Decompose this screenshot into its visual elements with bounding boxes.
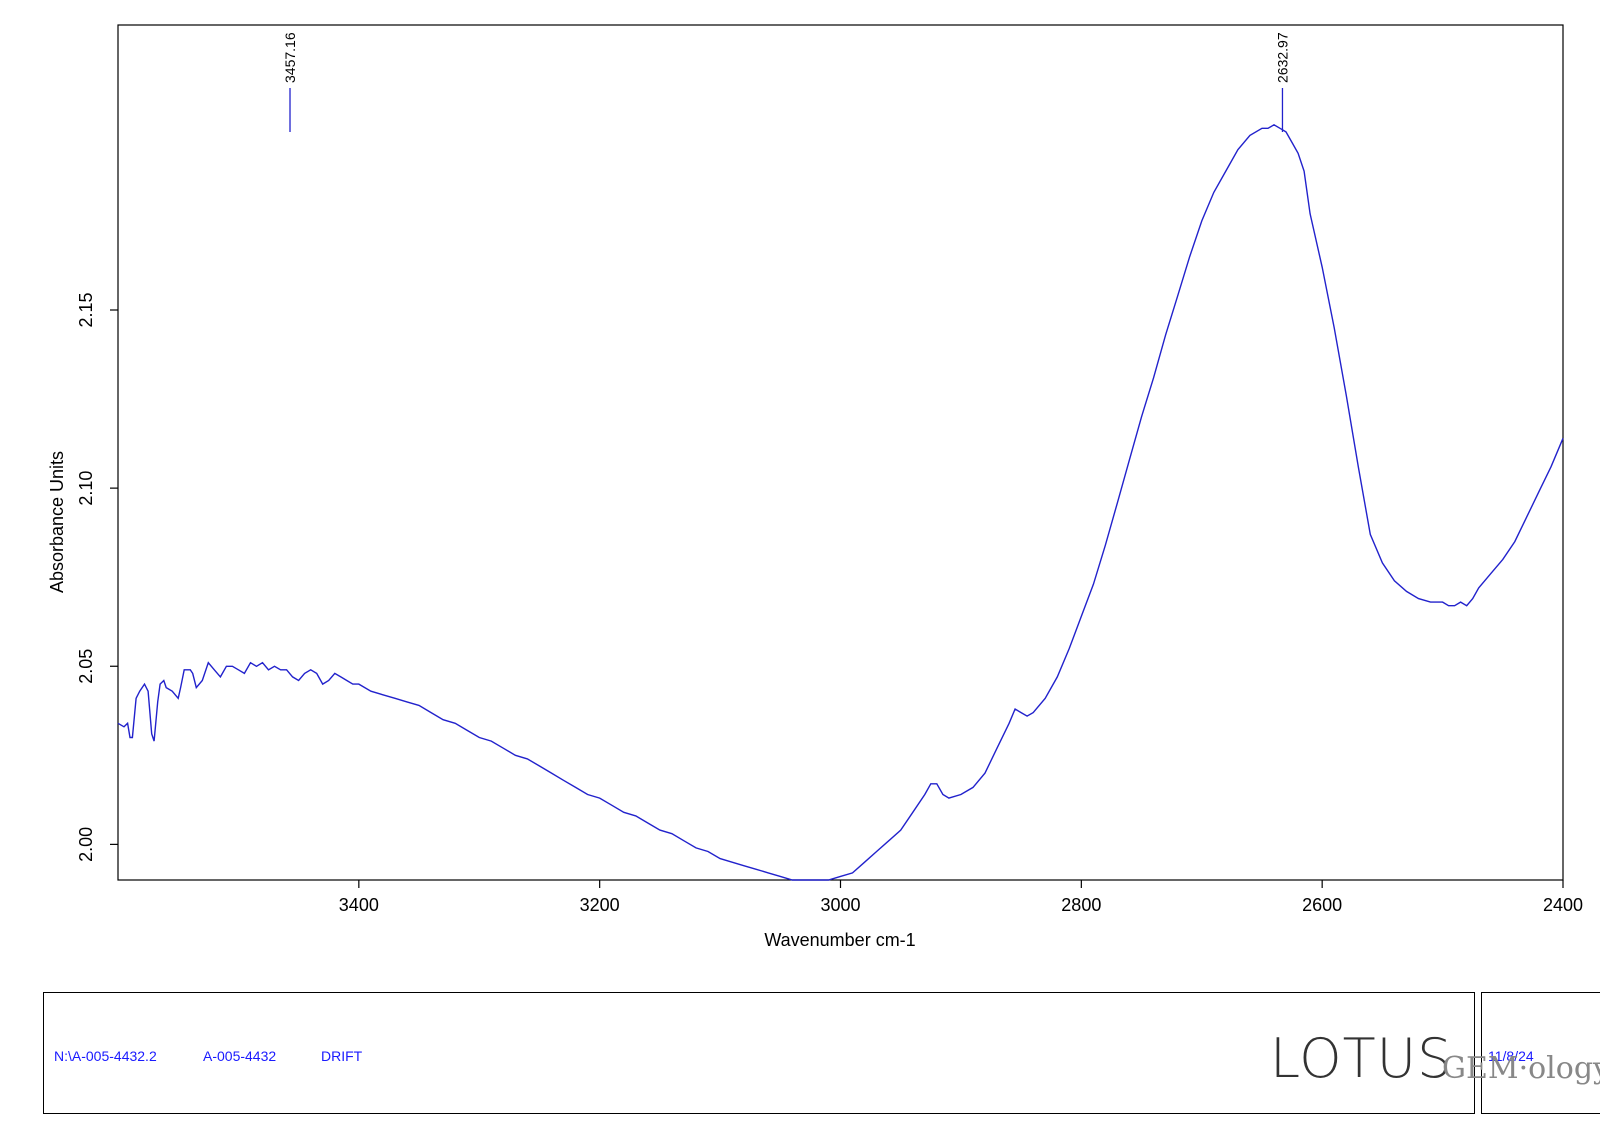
x-tick-label: 2600 <box>1302 895 1342 915</box>
sample-id-label: A-005-4432 <box>203 1048 277 1064</box>
file-path-label: N:\A-005-4432.2 <box>54 1048 157 1064</box>
y-tick-label: 2.05 <box>76 649 96 684</box>
x-tick-label: 2800 <box>1061 895 1101 915</box>
y-tick-label: 2.00 <box>76 827 96 862</box>
y-axis-title: Absorbance Units <box>47 451 67 593</box>
plot-frame <box>117 24 1564 881</box>
method-label: DRIFT <box>321 1048 363 1064</box>
peak-markers: 3457.16 2632.97 <box>282 32 1290 132</box>
peak-label: 3457.16 <box>282 32 298 83</box>
y-tick-label: 2.10 <box>76 471 96 506</box>
y-axis: 2.00 2.05 2.10 2.15 <box>76 292 118 862</box>
spectrum-line <box>117 123 1564 881</box>
x-axis: 3400 3200 3000 2800 2600 2400 <box>339 880 1583 915</box>
lotus-logo-wordmark: LOTUS <box>1270 1027 1453 1090</box>
footer-info-box <box>43 992 1475 1114</box>
x-tick-label: 3000 <box>820 895 860 915</box>
peak-label: 2632.97 <box>1274 32 1290 83</box>
date-label: 11/8/24 <box>1488 1048 1534 1064</box>
footer-date-box <box>1481 992 1600 1114</box>
y-tick-label: 2.15 <box>76 292 96 327</box>
gemology-logo-wordmark: GEM·ology <box>1442 1051 1600 1086</box>
x-axis-title: Wavenumber cm-1 <box>764 930 915 950</box>
x-tick-label: 3200 <box>580 895 620 915</box>
spectrum-chart: 3400 3200 3000 2800 2600 2400 2.00 2.05 2.10 2.1… <box>47 24 1583 950</box>
x-tick-label: 2400 <box>1543 895 1583 915</box>
x-tick-label: 3400 <box>339 895 379 915</box>
